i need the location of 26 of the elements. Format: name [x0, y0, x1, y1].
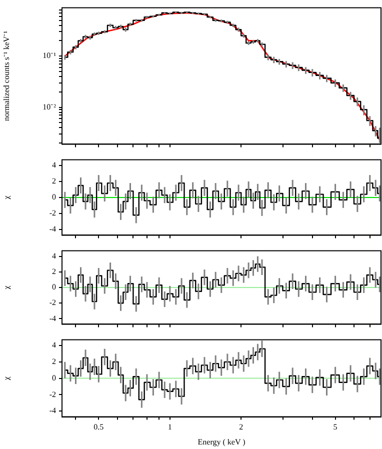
x-tick-label: 1 — [168, 422, 172, 432]
y-tick-label: -4 — [49, 224, 56, 234]
y-tick-label: -2 — [49, 208, 56, 218]
y-tick-label: -4 — [49, 406, 56, 416]
y-tick-label: 2 — [52, 176, 56, 186]
y-tick-label: 2 — [52, 266, 56, 276]
x-tick-label: 5 — [333, 422, 338, 432]
y-tick-label: 0 — [52, 282, 56, 292]
y-axis-title: χ — [2, 376, 11, 382]
y-tick-label: 4 — [52, 340, 56, 350]
y-tick-label: 4 — [52, 251, 56, 260]
x-tick-label: 2 — [239, 422, 244, 432]
y-axis-title: normalized counts s⁻¹ keV⁻¹ — [2, 30, 11, 122]
y-tick-label: -4 — [49, 314, 56, 323]
y-tick-label: 0 — [52, 192, 56, 202]
x-axis-title: Energy ( keV ) — [198, 437, 246, 446]
y-tick-label: 4 — [52, 160, 56, 170]
y-tick-label: 2 — [52, 357, 56, 366]
y-tick-label: 0 — [52, 373, 56, 382]
y-tick-label: 10⁻² — [42, 102, 57, 112]
x-tick-label: 0.5 — [94, 422, 104, 432]
y-axis-title: χ — [2, 285, 11, 290]
y-tick-label: -2 — [49, 298, 56, 308]
y-tick-label: -2 — [49, 390, 56, 399]
y-axis-title: χ — [2, 195, 11, 200]
y-tick-label: 10⁻¹ — [42, 51, 57, 60]
